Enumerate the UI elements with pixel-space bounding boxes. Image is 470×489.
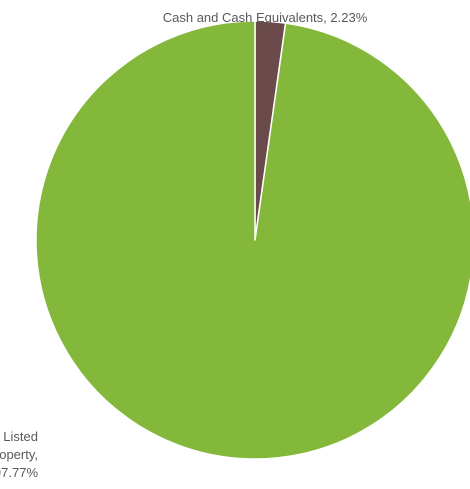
data-label-cash-and-cash-equivalents: Cash and Cash Equivalents, 2.23% [163,10,368,25]
data-label-line: 97.77% [0,465,38,480]
pie-data-labels: Cash and Cash Equivalents, 2.23% Listed Pr… [0,10,368,480]
data-label-listed-property: Listed Property, 97.77% [0,429,38,480]
pie-slices [35,20,470,460]
pie-slice-listed-property [35,20,470,460]
data-label-line: Listed [3,429,38,444]
data-label-line: Property, [0,447,38,462]
data-label-line: Cash and Cash Equivalents, 2.23% [163,10,368,25]
